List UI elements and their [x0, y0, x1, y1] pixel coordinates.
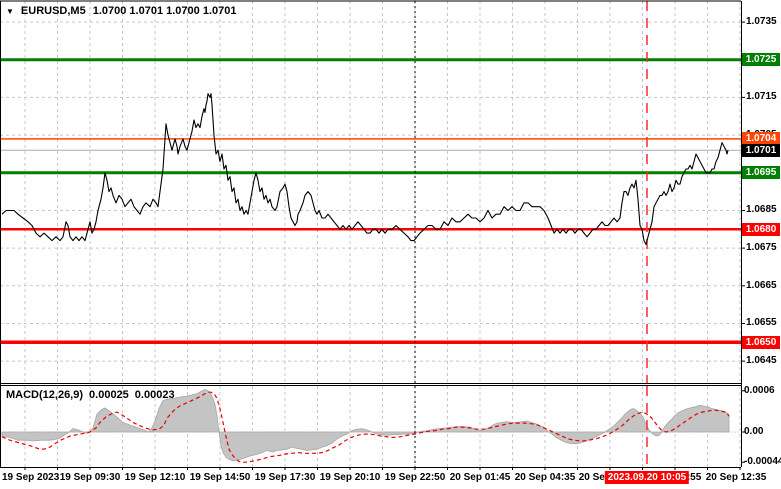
price-grid-label: 1.0655 [746, 317, 777, 329]
symbol-dropdown-icon[interactable]: ▼ [6, 6, 14, 16]
time-label: 20 Sep 01:45 [449, 472, 511, 483]
macd-name: MACD(12,26,9) [6, 389, 84, 401]
price-grid-label: 1.0645 [746, 355, 777, 367]
price-line [1, 93, 729, 245]
level-badge-1-0650: 1.0650 [742, 335, 780, 349]
price-axis[interactable]: 1.07351.07251.07151.07051.06951.06851.06… [741, 0, 781, 467]
level-badge-1-0680: 1.0680 [742, 222, 780, 236]
time-label: 20 Sep 04:35 [514, 472, 576, 483]
time-label: 20 Sep 12:35 [705, 472, 767, 483]
time-label: 19 Sep 2023 [2, 472, 60, 483]
price-grid-label: 1.0735 [746, 16, 777, 28]
macd-scale-label: -0.00044 [744, 456, 781, 467]
time-label: 19 Sep 09:30 [59, 472, 121, 483]
price-grid-label: 1.0665 [746, 279, 777, 291]
level-badge-1-0704: 1.0704 [742, 132, 780, 146]
level-badge-1-0695: 1.0695 [742, 166, 780, 180]
ohlc-values: 1.0700 1.0701 1.0700 1.0701 [92, 5, 237, 17]
macd-histogram-area [1, 388, 730, 462]
macd-indicator-label: MACD(12,26,9) 0.00025 0.00023 [6, 389, 175, 401]
macd-scale-label: 0.00 [744, 425, 764, 437]
price-grid-label: 1.0675 [746, 242, 777, 254]
current-price-badge: 1.0701 [742, 143, 780, 157]
price-grid-label: 1.0685 [746, 204, 777, 216]
chart-title: ▼ EURUSD,M5 1.0700 1.0701 1.0700 1.0701 [6, 5, 236, 17]
level-badge-1-0725: 1.0725 [742, 53, 780, 67]
time-label: 19 Sep 14:50 [189, 472, 251, 483]
time-axis[interactable]: 19 Sep 2023 19 Sep 09:30 19 Sep 12:10 19 Se… [0, 467, 781, 489]
macd-main-value: 0.00025 [89, 389, 129, 401]
macd-signal-value: 0.00023 [134, 389, 175, 401]
price-grid-label: 1.0715 [746, 91, 777, 103]
time-label: 19 Sep 22:50 [384, 472, 446, 483]
time-label: 19 Sep 17:30 [254, 472, 316, 483]
time-label: 19 Sep 20:10 [319, 472, 381, 483]
event-time-badge: 2023.09.20 10:05 [604, 471, 690, 484]
time-label: 19 Sep 12:10 [124, 472, 186, 483]
macd-signal-line [1, 391, 730, 463]
macd-scale-label: 0.0006 [744, 384, 775, 396]
symbol-period-label: EURUSD,M5 [20, 5, 86, 17]
